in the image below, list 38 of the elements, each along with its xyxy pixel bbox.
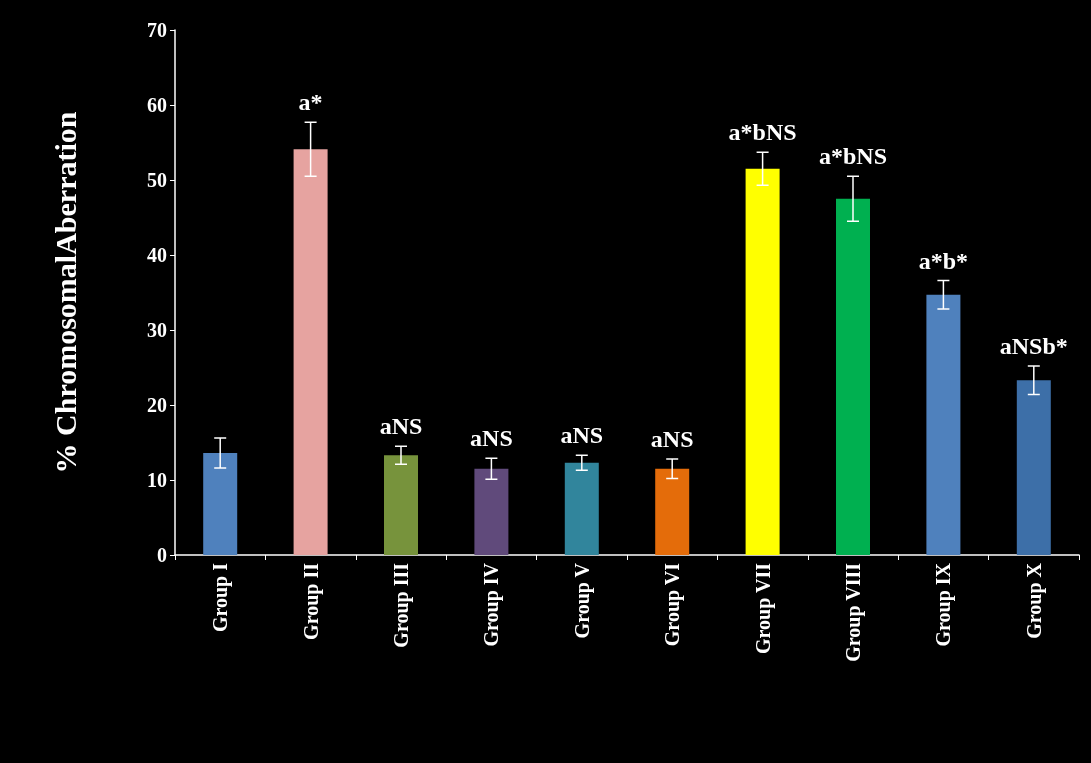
x-tick-label: Group IV (480, 562, 504, 647)
y-tick-label: 50 (147, 169, 167, 191)
annotation: aNS (470, 425, 513, 452)
y-tick-label: 60 (147, 94, 167, 116)
annotation: a*bNS (818, 143, 888, 170)
y-tick-label: 70 (147, 19, 167, 41)
bar (564, 462, 599, 555)
x-tick-label: Group VII (751, 562, 775, 654)
bar (836, 198, 870, 555)
annotation: a* (298, 89, 323, 116)
y-tick-label: 20 (147, 394, 167, 416)
x-tick-label: Group VI (661, 562, 685, 647)
x-tick-label: Group IX (932, 562, 956, 647)
annotation: aNS (560, 422, 604, 449)
bar (384, 455, 418, 555)
bar (474, 468, 509, 555)
bar (745, 168, 780, 555)
x-tick-label: Group VIII (842, 562, 865, 662)
y-tick-label: 10 (147, 469, 167, 491)
x-tick-label: Group II (299, 562, 323, 640)
x-tick-label: Group V (570, 562, 594, 639)
annotation: a*bNS (728, 119, 797, 146)
bar (1016, 380, 1051, 555)
x-tick-label: Group III (390, 562, 413, 648)
x-tick-label: Group I (209, 562, 233, 633)
y-tick-label: 30 (147, 319, 167, 341)
bar (293, 149, 328, 555)
bar (655, 468, 690, 555)
annotation: a*b* (918, 247, 969, 274)
y-tick-label: 0 (157, 544, 167, 566)
y-axis-title: % ChromosomalAberration (48, 111, 82, 474)
bar (926, 294, 961, 555)
x-tick-label: Group X (1022, 562, 1046, 639)
annotation: aNS (650, 426, 694, 452)
annotation: aNSb* (999, 333, 1068, 359)
annotation: aNS (379, 413, 423, 440)
y-tick-label: 40 (147, 244, 167, 266)
bar (203, 453, 238, 555)
